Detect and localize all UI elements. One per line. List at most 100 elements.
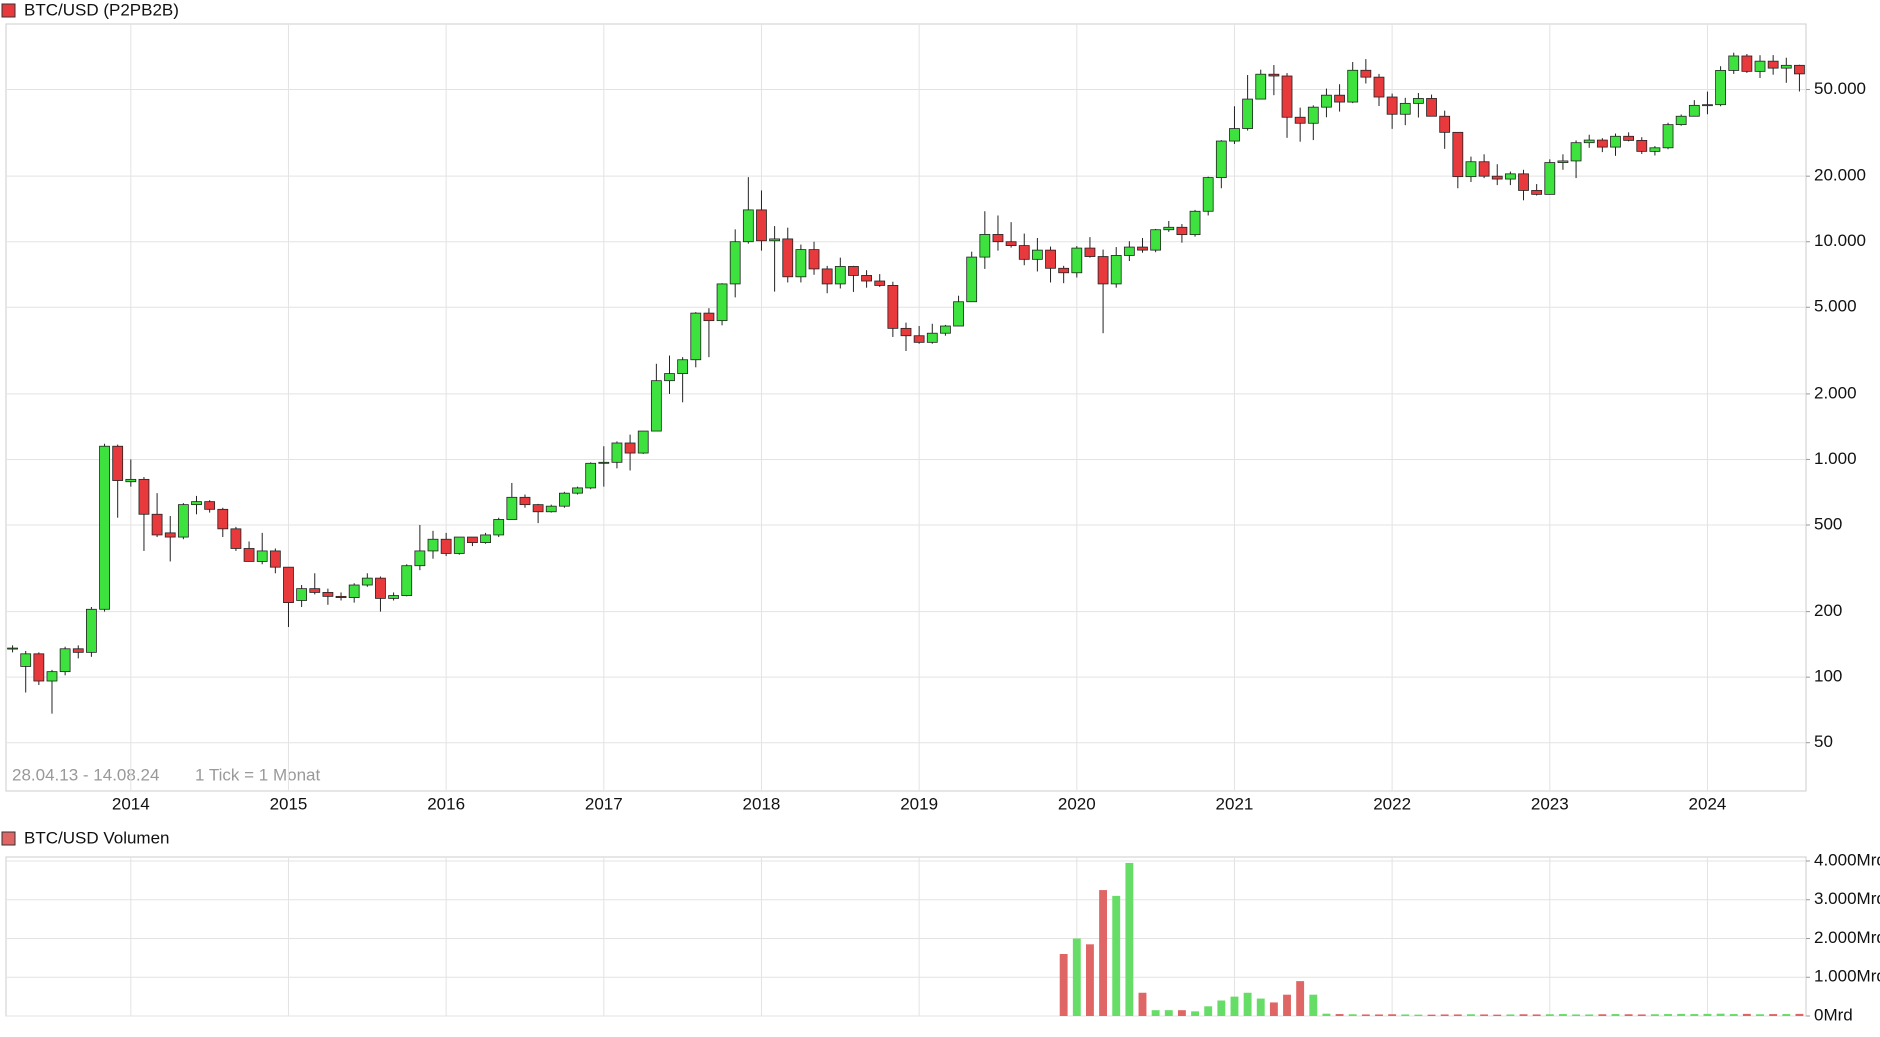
volume-bar (1296, 981, 1305, 1016)
volume-bar (1703, 1013, 1712, 1016)
candle-body (427, 538, 439, 552)
candle-body (33, 653, 45, 682)
candle-body (1268, 73, 1280, 77)
candle-body (243, 548, 255, 562)
candle-body (1662, 124, 1674, 149)
volume-bar (1348, 1014, 1357, 1016)
volume-bar (1086, 944, 1094, 1016)
candle-body (519, 496, 531, 506)
candle-body (322, 592, 334, 597)
candle-body (861, 275, 872, 282)
candle-body (112, 445, 124, 481)
volume-bar (1401, 1014, 1410, 1016)
candle-body (375, 577, 386, 599)
volume-bar (1125, 862, 1134, 1016)
candle-body (769, 238, 781, 242)
candle-body (1123, 246, 1135, 256)
candle-body (1728, 55, 1740, 71)
volume-bar (1769, 1014, 1778, 1016)
volume-bar (1322, 1013, 1331, 1016)
y-tick-label: 20.000 (1814, 166, 1866, 185)
volume-bar (1112, 895, 1121, 1016)
volume-bar (1532, 1014, 1541, 1016)
y-tick-label: 200 (1814, 601, 1842, 620)
candle-body (1426, 98, 1437, 117)
volume-bar (1558, 1014, 1567, 1016)
candle-body (953, 301, 964, 327)
candle-body (532, 504, 544, 513)
candle-body (191, 501, 202, 506)
candle-body (401, 565, 413, 596)
candle-body (467, 536, 478, 543)
candle-body (703, 312, 715, 322)
volume-bar (1177, 1010, 1186, 1016)
candle-body (1544, 162, 1556, 195)
candle-body (1741, 55, 1753, 72)
candle-body (1084, 247, 1096, 257)
candle-body (1439, 115, 1451, 133)
x-tick-label: 2023 (1531, 794, 1569, 813)
volume-bar (1545, 1014, 1554, 1016)
volume-bar (1690, 1014, 1699, 1016)
x-tick-label: 2022 (1373, 794, 1411, 813)
candle-body (269, 550, 281, 568)
candle-body (624, 442, 636, 454)
candle-body (99, 445, 110, 610)
candle-body (230, 528, 242, 549)
candle-body (1294, 116, 1306, 124)
y-tick-label: 1.000 (1814, 449, 1857, 468)
candle-body (506, 496, 518, 520)
candle-body (177, 504, 189, 538)
volume-bar (1230, 996, 1239, 1016)
volume-bar (1440, 1014, 1449, 1016)
candle-body (1767, 60, 1779, 69)
volume-bar (1164, 1010, 1173, 1016)
candle-body (834, 266, 846, 285)
candle-body (46, 671, 58, 682)
plot-frame (5, 23, 1807, 792)
candle-body (1176, 226, 1188, 236)
y-tick-label: 50 (1814, 732, 1833, 751)
candle-body (756, 209, 767, 242)
volume-bar (1453, 1014, 1462, 1016)
candle-body (1097, 256, 1109, 285)
volume-bar (1664, 1014, 1672, 1016)
candle-body (1504, 173, 1516, 180)
candle-body (453, 536, 465, 554)
candle-body (1478, 161, 1490, 177)
candle-body (1347, 69, 1359, 103)
candle-body (585, 462, 597, 489)
candle-body (7, 647, 18, 650)
candle-body (348, 584, 360, 598)
annotation: 28.04.13 - 14.08.24 (12, 765, 159, 784)
x-tick-label: 2018 (743, 794, 781, 813)
volume-bar (1243, 992, 1252, 1016)
candle-body (1531, 190, 1543, 195)
candle-body (1780, 64, 1792, 69)
candle-body (138, 478, 150, 515)
candle-body (164, 532, 176, 538)
y-tick-label: 500 (1814, 514, 1842, 533)
candle-body (1360, 69, 1372, 78)
candle-body (204, 501, 216, 510)
candle-body (151, 513, 163, 536)
y-tick-label: 0Mrd (1814, 1005, 1853, 1024)
candle-body (1242, 98, 1253, 129)
candle-body (1557, 160, 1569, 163)
candle-body (1636, 139, 1648, 152)
candle-body (966, 256, 978, 303)
x-tick-label: 2019 (900, 794, 938, 813)
y-tick-label: 2.000Mrd (1814, 928, 1880, 947)
candle-body (309, 588, 321, 593)
candle-body (782, 238, 794, 278)
candle-body (637, 430, 649, 454)
candle-body (1386, 96, 1398, 115)
candle-body (1570, 142, 1582, 162)
y-tick-label: 2.000 (1814, 383, 1857, 402)
candle-body (1045, 249, 1056, 269)
candle-body (848, 266, 859, 276)
volume-bar (1493, 1014, 1502, 1016)
legend-label: BTC/USD Volumen (24, 828, 170, 847)
x-tick-label: 2021 (1216, 794, 1254, 813)
